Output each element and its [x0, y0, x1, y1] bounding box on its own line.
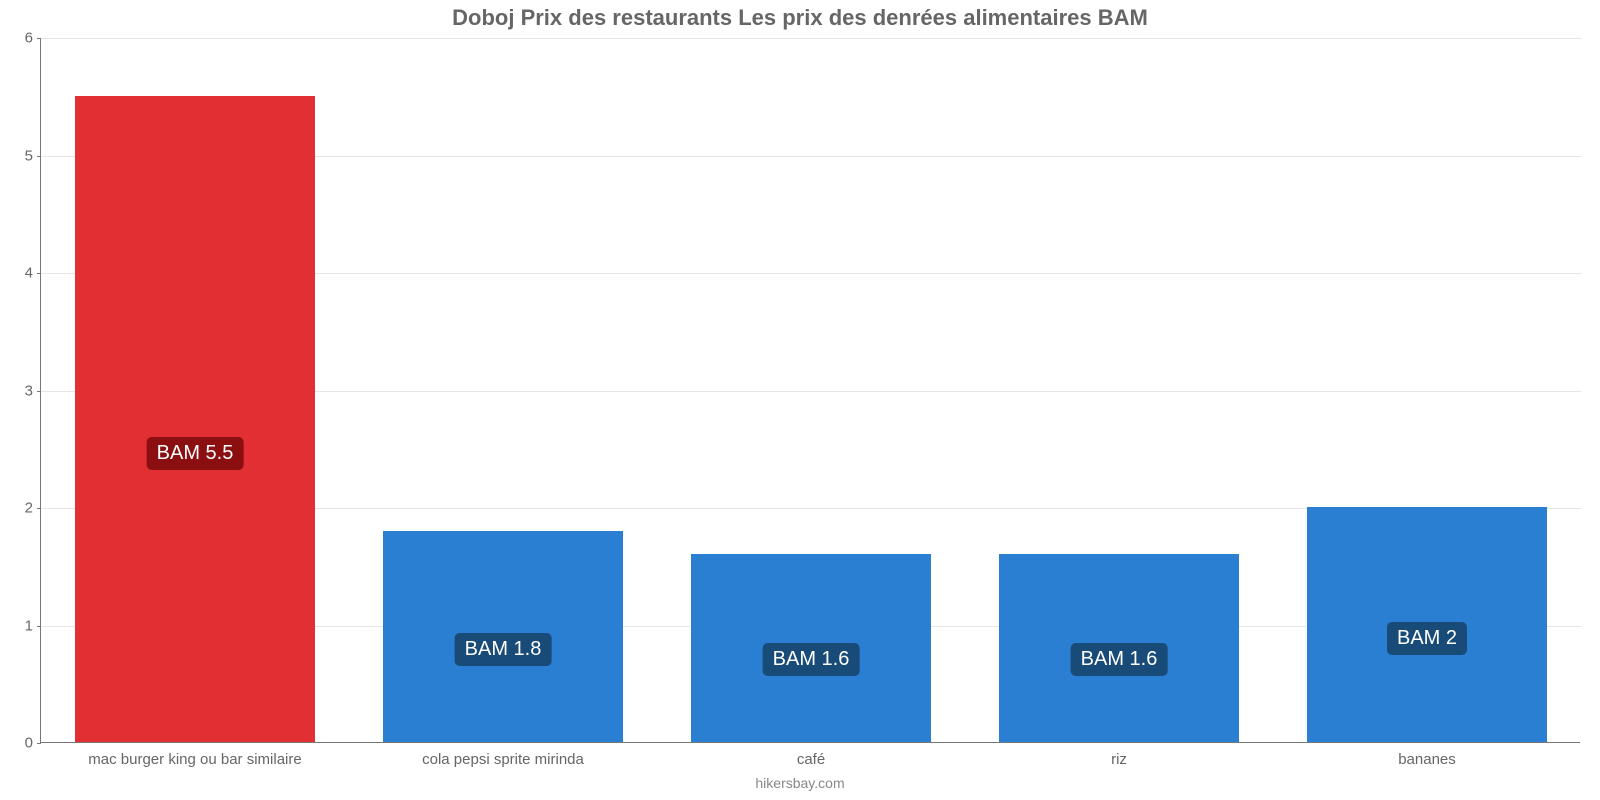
ytick-mark [37, 743, 41, 744]
value-bubble: BAM 2 [1387, 622, 1467, 655]
value-bubble: BAM 1.8 [455, 633, 552, 666]
ytick-label: 2 [11, 500, 33, 517]
bar [75, 96, 315, 742]
bar-label: café [657, 751, 965, 768]
bar-label: riz [965, 751, 1273, 768]
ytick-mark [37, 391, 41, 392]
bar-label: cola pepsi sprite mirinda [349, 751, 657, 768]
value-bubble: BAM 1.6 [1071, 643, 1168, 676]
ytick-label: 3 [11, 382, 33, 399]
ytick-label: 6 [11, 30, 33, 47]
gridline [41, 38, 1581, 39]
plot-area: 0123456BAM 5.5mac burger king ou bar sim… [40, 38, 1580, 743]
ytick-label: 1 [11, 617, 33, 634]
ytick-mark [37, 508, 41, 509]
ytick-mark [37, 626, 41, 627]
ytick-mark [37, 273, 41, 274]
chart-title: Doboj Prix des restaurants Les prix des … [0, 5, 1600, 31]
value-bubble: BAM 1.6 [763, 643, 860, 676]
ytick-mark [37, 156, 41, 157]
value-bubble: BAM 5.5 [147, 437, 244, 470]
ytick-mark [37, 38, 41, 39]
source-label: hikersbay.com [0, 775, 1600, 791]
ytick-label: 4 [11, 265, 33, 282]
ytick-label: 5 [11, 147, 33, 164]
bar-label: mac burger king ou bar similaire [41, 751, 349, 768]
bar-label: bananes [1273, 751, 1581, 768]
ytick-label: 0 [11, 735, 33, 752]
chart-container: Doboj Prix des restaurants Les prix des … [0, 0, 1600, 800]
